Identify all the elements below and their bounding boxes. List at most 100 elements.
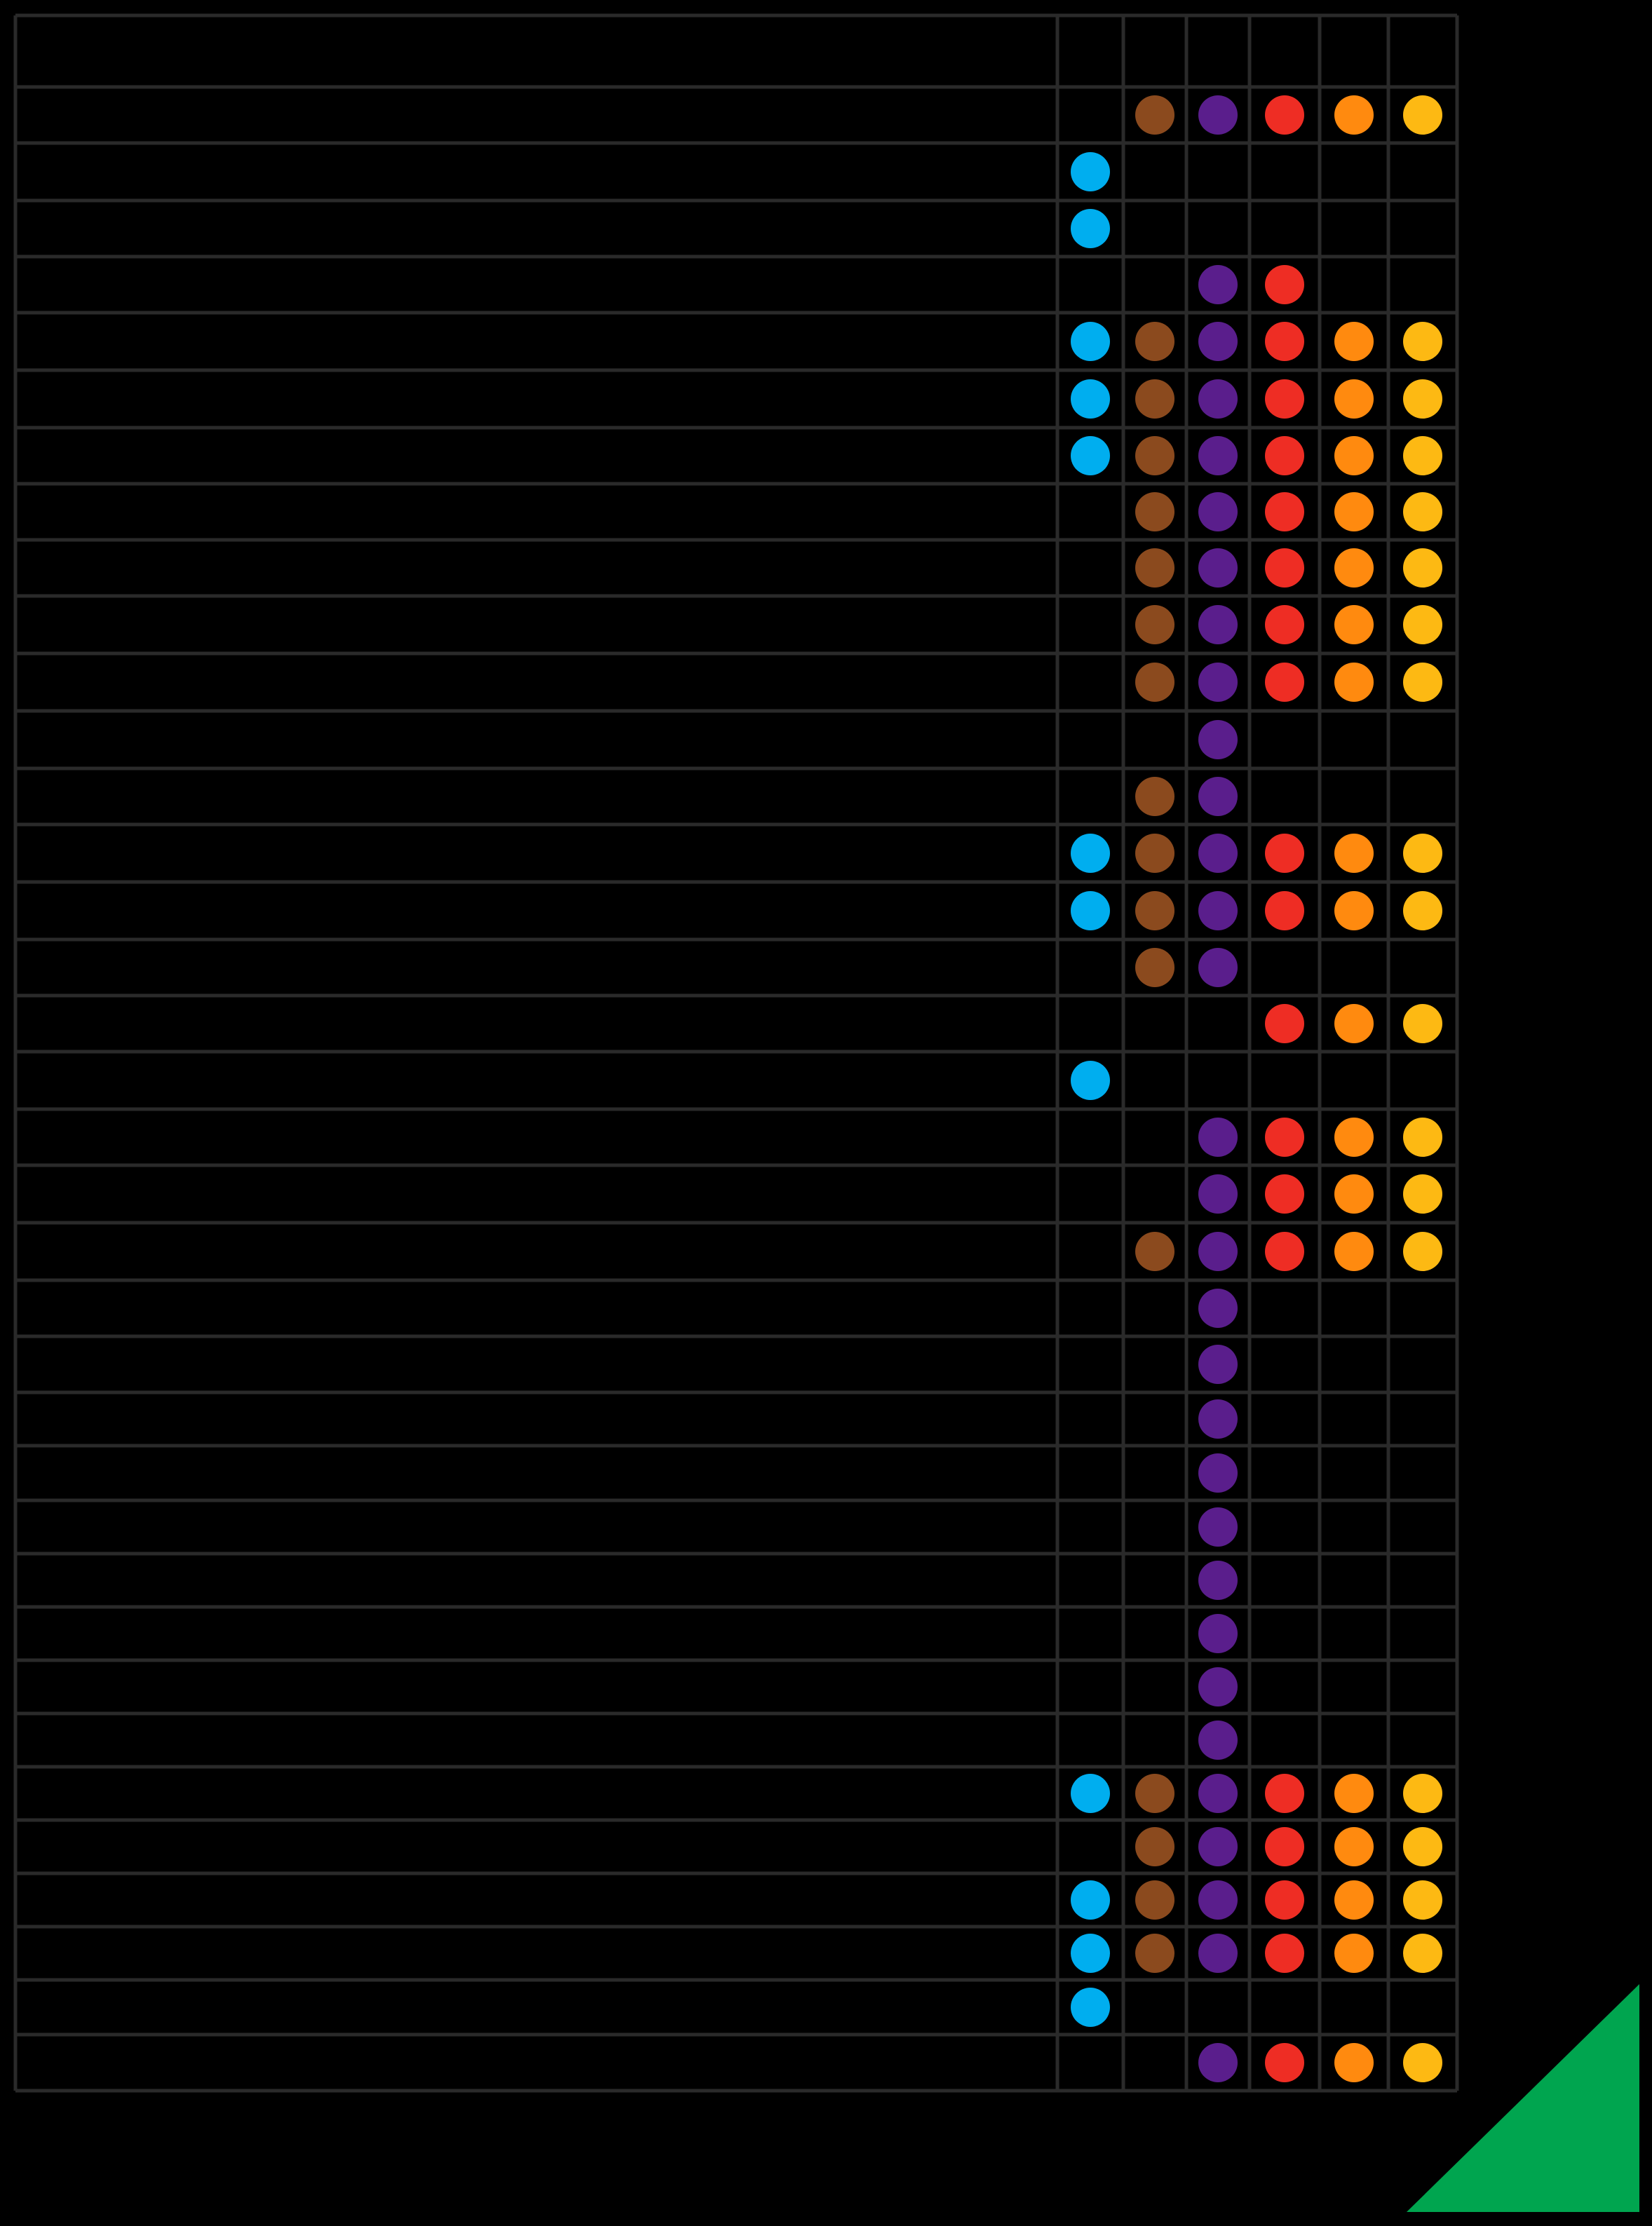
dot-mark [1403,663,1442,702]
dot-mark [1198,548,1238,588]
dot-mark [1198,948,1238,987]
dot-mark [1135,1880,1174,1920]
dot-mark [1198,1345,1238,1384]
dot-mark [1403,548,1442,588]
dot-mark [1071,152,1110,191]
dot-mark [1135,834,1174,873]
dot-mark [1135,1232,1174,1271]
dot-mark [1334,322,1374,361]
dot-mark [1198,265,1238,304]
dot-marks [1071,95,1442,2082]
dot-mark [1071,436,1110,475]
dot-mark [1198,379,1238,419]
dot-mark [1135,1774,1174,1813]
dot-mark [1071,1934,1110,1973]
dot-mark [1198,1118,1238,1157]
dot-mark [1265,95,1304,135]
dot-mark [1334,1774,1374,1813]
dot-mark [1135,891,1174,930]
dot-mark [1403,605,1442,644]
dot-mark [1198,834,1238,873]
dot-mark [1265,1118,1304,1157]
dot-mark [1071,1061,1110,1100]
dot-mark [1198,1507,1238,1547]
dot-mark [1265,1004,1304,1043]
dot-mark [1135,605,1174,644]
dot-mark [1071,322,1110,361]
dot-mark [1265,891,1304,930]
dot-mark [1265,265,1304,304]
dot-mark [1334,492,1374,531]
dot-mark [1403,379,1442,419]
dot-mark [1198,322,1238,361]
dot-mark [1403,322,1442,361]
dot-mark [1403,834,1442,873]
dot-mark [1071,834,1110,873]
dot-mark [1403,1232,1442,1271]
dot-mark [1334,379,1374,419]
dot-mark [1198,1721,1238,1760]
dot-mark [1403,1774,1442,1813]
dot-mark [1135,1934,1174,1973]
dot-mark [1198,492,1238,531]
dot-mark [1198,1561,1238,1600]
dot-mark [1265,2043,1304,2082]
dot-mark [1334,1232,1374,1271]
dot-mark [1071,209,1110,248]
dot-mark [1403,1934,1442,1973]
dot-mark [1403,1827,1442,1866]
green-triangle [1407,1984,1639,2212]
dot-mark [1334,548,1374,588]
dot-mark [1198,1774,1238,1813]
dot-mark [1265,436,1304,475]
dot-mark [1265,1774,1304,1813]
dot-mark [1135,663,1174,702]
dot-mark [1135,492,1174,531]
dot-mark [1135,548,1174,588]
dot-mark [1265,834,1304,873]
dot-mark [1334,1880,1374,1920]
dot-mark [1198,777,1238,816]
dot-mark [1334,436,1374,475]
dot-mark [1135,1827,1174,1866]
table-grid [13,13,1459,2093]
dot-mark [1198,95,1238,135]
dot-mark [1265,379,1304,419]
dot-mark [1403,1880,1442,1920]
dot-mark [1265,1934,1304,1973]
dot-mark [1198,436,1238,475]
dot-mark [1198,891,1238,930]
dot-mark [1198,1934,1238,1973]
dot-mark [1135,379,1174,419]
dot-mark [1135,777,1174,816]
dot-mark [1198,605,1238,644]
dot-mark [1334,605,1374,644]
dot-mark [1071,1880,1110,1920]
dot-mark [1403,1174,1442,1214]
dot-mark [1265,1174,1304,1214]
dot-mark [1265,1880,1304,1920]
dot-mark [1403,436,1442,475]
dot-mark [1198,1827,1238,1866]
dot-mark [1403,1118,1442,1157]
dot-mark [1403,492,1442,531]
dot-mark [1334,891,1374,930]
dot-mark [1334,1827,1374,1866]
dot-mark [1334,1174,1374,1214]
dot-mark [1265,605,1304,644]
dot-mark [1198,2043,1238,2082]
dot-mark [1071,379,1110,419]
dot-mark [1265,548,1304,588]
dot-mark [1334,1118,1374,1157]
dot-mark [1334,834,1374,873]
dot-mark [1135,436,1174,475]
dot-mark [1071,1988,1110,2027]
dot-mark [1198,1614,1238,1653]
dot-mark [1071,1774,1110,1813]
dot-mark [1334,95,1374,135]
dot-mark [1198,1174,1238,1214]
dot-mark [1265,1827,1304,1866]
dot-mark [1198,1880,1238,1920]
